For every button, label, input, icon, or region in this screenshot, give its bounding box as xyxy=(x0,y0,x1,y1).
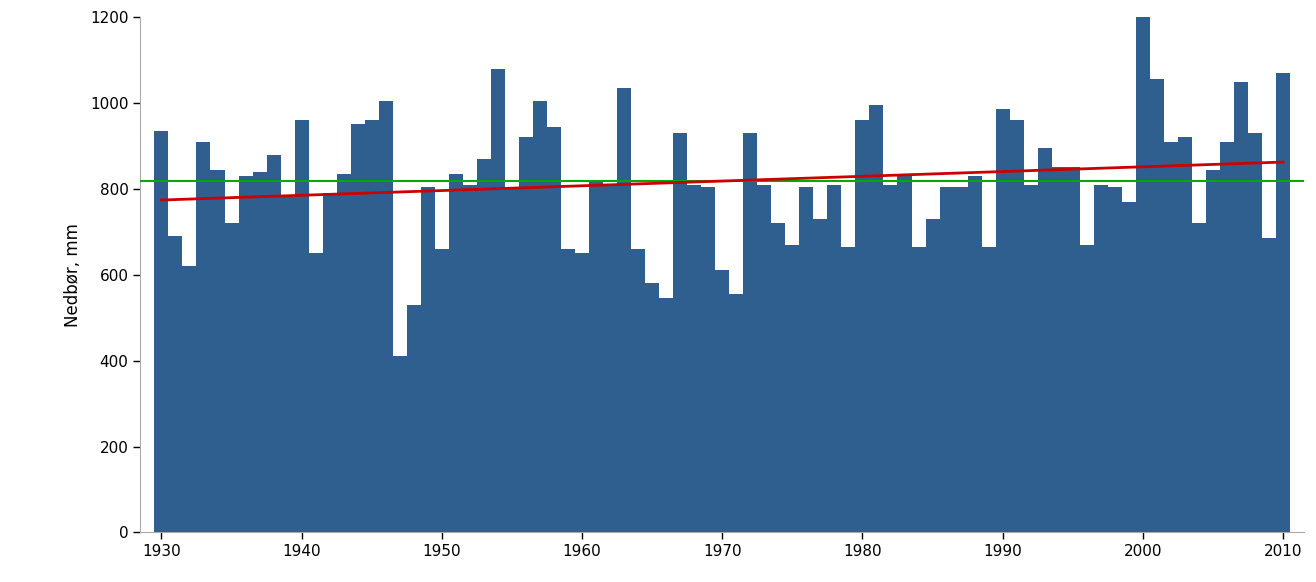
Bar xyxy=(1277,73,1290,533)
Bar xyxy=(476,159,491,533)
Bar xyxy=(434,249,449,533)
Bar xyxy=(309,253,322,533)
Bar xyxy=(744,133,757,533)
Y-axis label: Nedbør, mm: Nedbør, mm xyxy=(63,223,82,327)
Bar xyxy=(645,283,659,533)
Bar xyxy=(1108,187,1121,533)
Bar xyxy=(1178,137,1192,533)
Bar xyxy=(1121,202,1136,533)
Bar xyxy=(828,184,841,533)
Bar xyxy=(322,193,337,533)
Bar xyxy=(238,176,253,533)
Bar xyxy=(561,249,575,533)
Bar xyxy=(1262,238,1277,533)
Bar xyxy=(211,169,225,533)
Bar xyxy=(1079,244,1094,533)
Bar xyxy=(617,88,632,533)
Bar xyxy=(365,120,379,533)
Bar xyxy=(813,219,828,533)
Bar xyxy=(954,187,967,533)
Bar xyxy=(912,247,925,533)
Bar xyxy=(729,294,744,533)
Bar xyxy=(575,253,590,533)
Bar xyxy=(967,176,982,533)
Bar xyxy=(1094,184,1108,533)
Bar xyxy=(1024,184,1038,533)
Bar xyxy=(407,305,421,533)
Bar xyxy=(757,184,771,533)
Bar xyxy=(183,266,196,533)
Bar xyxy=(1192,223,1205,533)
Bar xyxy=(1066,168,1079,533)
Bar xyxy=(1163,141,1178,533)
Bar xyxy=(898,176,912,533)
Bar xyxy=(547,127,561,533)
Bar xyxy=(1038,148,1051,533)
Bar xyxy=(392,356,407,533)
Bar xyxy=(379,101,392,533)
Bar xyxy=(1009,120,1024,533)
Bar xyxy=(519,137,533,533)
Bar xyxy=(870,105,883,533)
Bar xyxy=(687,184,701,533)
Bar xyxy=(982,247,996,533)
Bar xyxy=(533,101,547,533)
Bar xyxy=(674,133,687,533)
Bar xyxy=(491,69,505,533)
Bar xyxy=(659,299,674,533)
Bar xyxy=(253,172,267,533)
Bar xyxy=(196,141,211,533)
Bar xyxy=(1150,79,1163,533)
Bar xyxy=(421,187,434,533)
Bar xyxy=(1205,169,1220,533)
Bar xyxy=(449,174,463,533)
Bar xyxy=(603,184,617,533)
Bar xyxy=(925,219,940,533)
Bar xyxy=(463,184,476,533)
Bar xyxy=(337,174,350,533)
Bar xyxy=(1220,141,1234,533)
Bar xyxy=(295,120,309,533)
Bar xyxy=(799,187,813,533)
Bar xyxy=(1248,133,1262,533)
Bar xyxy=(771,223,786,533)
Bar xyxy=(1234,81,1248,533)
Bar xyxy=(280,197,295,533)
Bar xyxy=(701,187,715,533)
Bar xyxy=(786,244,799,533)
Bar xyxy=(225,223,238,533)
Bar xyxy=(940,187,954,533)
Bar xyxy=(883,184,898,533)
Bar xyxy=(1136,17,1150,533)
Bar xyxy=(350,125,365,533)
Bar xyxy=(267,155,280,533)
Bar xyxy=(168,236,183,533)
Bar xyxy=(715,271,729,533)
Bar xyxy=(1051,168,1066,533)
Bar xyxy=(855,120,870,533)
Bar xyxy=(590,180,603,533)
Bar xyxy=(505,187,519,533)
Bar xyxy=(841,247,855,533)
Bar xyxy=(632,249,645,533)
Bar xyxy=(996,109,1009,533)
Bar xyxy=(154,131,168,533)
